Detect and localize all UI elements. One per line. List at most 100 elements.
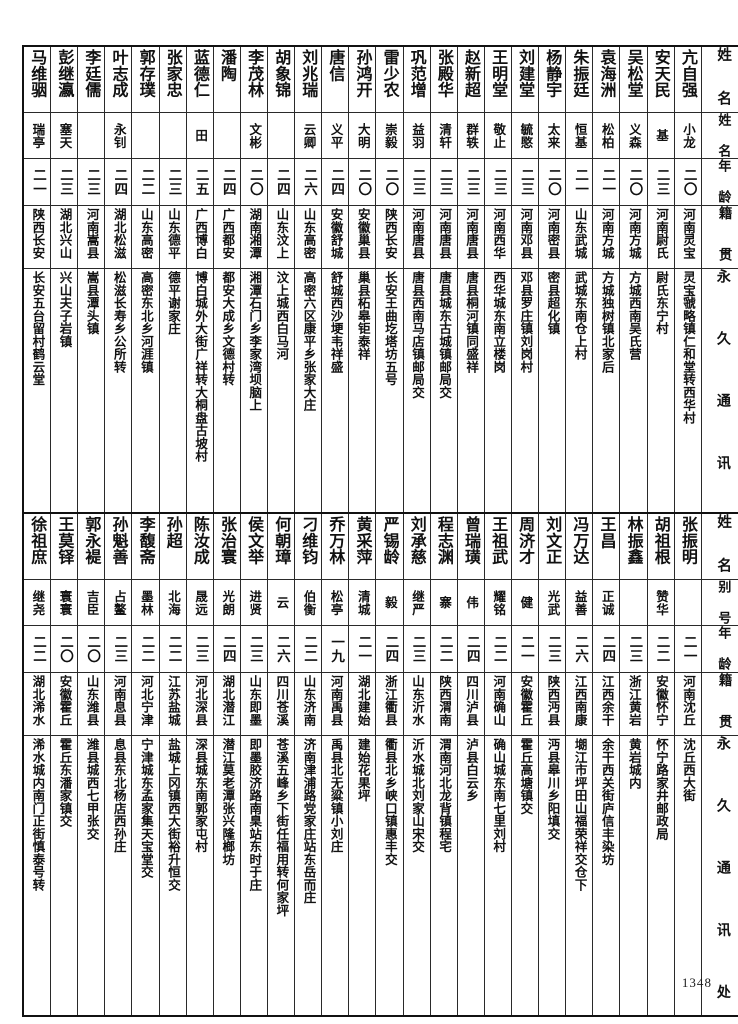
cell-inner: 山东即墨 [241, 673, 266, 734]
cell-inner [160, 113, 185, 158]
age-text: 二四 [273, 167, 290, 197]
cell-inner: 二〇 [52, 627, 77, 672]
row-name: 徐祖庶 王莫铎 郭永褆 孙魁善 李馥斋 孙超 陈汝成 张治寰 侯文举 何朝璋 刁维钧 乔万林 黄采萍 严锡… [22, 512, 738, 580]
cell-name: 朱振廷 [565, 45, 594, 113]
name-text: 林振鑫 [624, 516, 644, 565]
name-text: 雷少农 [380, 49, 400, 98]
cell-name: 杨静宇 [538, 45, 567, 113]
cell-inner: 光武 [540, 580, 565, 625]
alias-text: 松亭 [328, 589, 344, 616]
alias-text: 群轶 [464, 122, 480, 149]
cell-alias: 北海 [158, 578, 187, 627]
name-text: 袁海洲 [597, 49, 617, 98]
cell-inner: 何朝璋 [268, 514, 293, 578]
cell-place: 山东汶上 [266, 204, 296, 269]
age-text: 二一 [517, 634, 534, 664]
cell-inner: 宁津城东孟家集天宝堂交 [133, 736, 158, 1014]
cell-place: 河南方城 [592, 204, 621, 269]
place-text: 山东济南 [301, 674, 317, 726]
cell-inner: 乔万林 [323, 514, 348, 578]
header-label-age: 年 龄 [715, 626, 731, 672]
cell-alias: 吉臣 [77, 578, 106, 627]
cell-inner: 山东高密 [296, 206, 321, 267]
place-text: 河南邓县 [518, 207, 534, 259]
age-text: 二〇 [84, 634, 101, 664]
cell-place: 浙江衢县 [375, 671, 404, 736]
cell-place: 山东德平 [158, 204, 187, 269]
cell-address: 怀宁路家井邮政局 [646, 734, 675, 1017]
cell-alias: 墨林 [131, 578, 160, 627]
cell-alias: 基 [646, 111, 675, 160]
cell-inner: 泸县白云乡 [458, 736, 483, 1014]
cell-address: 兴山夫子岩镇 [50, 267, 79, 550]
address-text: 霍丘高塘镇交 [518, 737, 534, 815]
cell-address: 尉氏东宁村 [646, 267, 675, 550]
cell-age: 二四 [266, 158, 296, 206]
cell-inner: 二三 [187, 627, 212, 672]
cell-inner: 二三 [621, 627, 646, 672]
cell-inner: 浙江黄岩 [621, 673, 646, 734]
name-text: 黄采萍 [353, 516, 373, 565]
cell-age: 二三 [483, 158, 512, 206]
cell-inner: 江苏盐城 [160, 673, 185, 734]
cell-age: 二三 [538, 625, 567, 673]
cell-age: 二〇 [348, 158, 377, 206]
cell-name: 袁海洲 [592, 45, 621, 113]
name-text: 孙魁善 [109, 516, 129, 565]
place-text: 河南息县 [111, 674, 127, 726]
cell-inner: 潍县城西七甲张交 [79, 736, 104, 1014]
cell-place: 江苏盐城 [158, 671, 187, 736]
address-text: 方城西南吴氏营 [626, 270, 642, 361]
alias-text: 益善 [572, 589, 588, 616]
cell-inner: 河南确山 [485, 673, 510, 734]
cell-inner: 年 龄 [702, 626, 738, 672]
alias-text: 义平 [328, 122, 344, 149]
cell-alias: 益善 [565, 578, 594, 627]
cell-inner: 孙鸿开 [350, 47, 375, 111]
place-text: 陕西长安 [30, 207, 46, 259]
cell-inner: 二二 [133, 160, 158, 205]
cell-alias [673, 578, 702, 627]
cell-name: 程志渊 [429, 512, 458, 580]
address-text: 即墨胶济路南臬站东时于庄 [247, 737, 263, 891]
cell-name: 马维骃 [22, 45, 52, 113]
cell-inner: 袁海洲 [594, 47, 619, 111]
cell-inner: 山东沂水 [404, 673, 429, 734]
cell-name: 王莫铎 [50, 512, 79, 580]
cell-address: 苍溪五峰乡下街任福用转何家坪 [266, 734, 296, 1017]
place-text: 山东高密 [301, 207, 317, 259]
cell-age: 二二 [22, 625, 52, 673]
cell-age: 二六 [294, 158, 323, 206]
cell-inner: 二〇 [540, 160, 565, 205]
cell-inner: 巢县柘皋钜泰祥 [350, 269, 375, 547]
cell-inner: 河南唐县 [431, 206, 456, 267]
row-permanent-address: 浠水城内南门正街慎泰号转 霍丘东潘家镇交 潍县城西七甲张交 息县东北杨店西孙庄 宁津城东… [22, 734, 738, 1017]
cell-inner: 二六 [268, 627, 293, 672]
alias-text: 寰寰 [57, 589, 73, 616]
age-text: 二〇 [57, 634, 74, 664]
cell-inner: 毅 [377, 580, 402, 625]
cell-inner: 二二 [133, 627, 158, 672]
cell-address: 潜江莫老潭张兴隆榔坊 [212, 734, 241, 1017]
place-text: 陕西长安 [382, 207, 398, 259]
name-text: 孙鸿开 [353, 49, 373, 98]
place-text: 四川泸县 [464, 674, 480, 726]
cell-name: 唐信 [321, 45, 350, 113]
cell-inner: 刘承慈 [404, 514, 429, 578]
address-text: 禹县北无粱镇小刘庄 [328, 737, 344, 853]
cell-inner: 盐城上冈镇西大街裕升恒交 [160, 736, 185, 1014]
cell-inner: 舒城西沙埂韦祥盛 [323, 269, 348, 547]
cell-inner: 小龙 [675, 113, 700, 158]
cell-inner: 二四 [458, 627, 483, 672]
place-text: 湖北浠水 [30, 674, 46, 726]
address-text: 密县超化镇 [545, 270, 561, 335]
cell-inner: 义森 [621, 113, 646, 158]
place-text: 河南唐县 [464, 207, 480, 259]
cell-place: 四川苍溪 [266, 671, 296, 736]
cell-alias: 云 [266, 578, 296, 627]
cell-inner: 年 龄 [702, 160, 738, 205]
cell-inner: 湖北潜江 [214, 673, 239, 734]
cell-place: 安徽霍丘 [50, 671, 79, 736]
cell-inner: 济南津浦路党家庄站东岳而庄 [296, 736, 321, 1014]
address-text: 㙟江市坪田山福荣祥交仓下 [572, 737, 588, 891]
